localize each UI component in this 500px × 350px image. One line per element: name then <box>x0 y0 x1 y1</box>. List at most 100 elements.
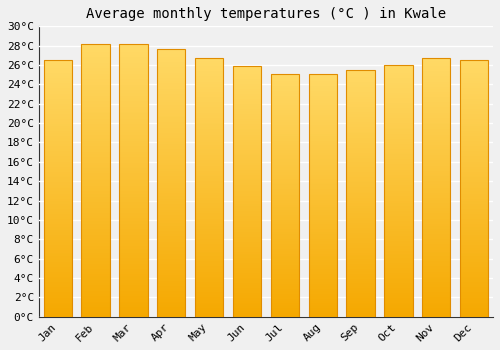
Bar <box>119 238 148 239</box>
Bar <box>384 99 412 100</box>
Bar <box>233 229 261 230</box>
Bar <box>422 93 450 95</box>
Bar <box>346 140 375 141</box>
Bar <box>119 111 148 112</box>
Bar <box>157 152 186 153</box>
Bar <box>119 201 148 202</box>
Bar <box>308 232 337 233</box>
Bar <box>195 63 224 65</box>
Bar <box>346 138 375 139</box>
Bar <box>119 227 148 228</box>
Bar <box>460 137 488 139</box>
Bar <box>119 171 148 172</box>
Bar <box>119 67 148 68</box>
Bar <box>422 146 450 147</box>
Bar <box>384 89 412 90</box>
Bar <box>460 130 488 131</box>
Bar <box>119 272 148 273</box>
Bar <box>460 153 488 154</box>
Bar <box>233 144 261 145</box>
Bar <box>119 193 148 194</box>
Bar <box>270 150 299 152</box>
Bar <box>422 189 450 190</box>
Bar <box>422 228 450 229</box>
Bar <box>82 154 110 156</box>
Bar <box>44 206 72 208</box>
Bar <box>422 141 450 142</box>
Bar <box>308 228 337 229</box>
Bar <box>44 176 72 177</box>
Bar <box>119 135 148 136</box>
Bar <box>157 183 186 184</box>
Bar <box>157 303 186 305</box>
Bar <box>195 91 224 92</box>
Bar <box>233 135 261 136</box>
Bar <box>119 248 148 250</box>
Bar <box>157 66 186 67</box>
Bar <box>119 124 148 126</box>
Bar <box>195 290 224 291</box>
Bar <box>119 116 148 118</box>
Bar <box>308 281 337 283</box>
Bar <box>384 152 412 153</box>
Bar <box>460 166 488 167</box>
Bar <box>195 313 224 314</box>
Bar <box>346 261 375 262</box>
Bar <box>308 251 337 252</box>
Bar <box>233 273 261 274</box>
Bar <box>384 219 412 220</box>
Bar <box>346 288 375 290</box>
Bar <box>195 85 224 87</box>
Bar <box>270 75 299 76</box>
Bar <box>270 98 299 99</box>
Bar <box>233 256 261 257</box>
Bar <box>270 91 299 92</box>
Bar <box>346 244 375 245</box>
Bar <box>82 94 110 96</box>
Bar <box>270 188 299 189</box>
Bar <box>460 196 488 197</box>
Bar <box>346 82 375 83</box>
Bar <box>195 274 224 275</box>
Bar <box>308 296 337 297</box>
Bar <box>460 246 488 247</box>
Bar <box>44 281 72 282</box>
Bar <box>384 297 412 298</box>
Bar <box>44 85 72 86</box>
Bar <box>384 288 412 289</box>
Bar <box>384 239 412 240</box>
Bar <box>233 129 261 130</box>
Bar <box>82 65 110 67</box>
Bar <box>384 129 412 131</box>
Bar <box>82 194 110 195</box>
Bar <box>119 306 148 307</box>
Bar <box>195 215 224 216</box>
Bar <box>233 81 261 82</box>
Bar <box>384 229 412 230</box>
Bar <box>82 59 110 60</box>
Bar <box>460 116 488 117</box>
Bar <box>270 186 299 187</box>
Bar <box>233 316 261 317</box>
Bar <box>82 254 110 256</box>
Bar <box>82 127 110 128</box>
Bar <box>44 112 72 113</box>
Bar <box>384 122 412 123</box>
Bar <box>384 231 412 232</box>
Bar <box>233 188 261 189</box>
Bar <box>195 147 224 149</box>
Bar <box>346 87 375 89</box>
Bar <box>233 274 261 275</box>
Bar <box>308 266 337 267</box>
Bar <box>233 213 261 214</box>
Bar <box>119 188 148 190</box>
Bar <box>44 257 72 258</box>
Bar <box>157 107 186 109</box>
Bar <box>233 119 261 120</box>
Bar <box>460 285 488 286</box>
Bar <box>270 170 299 171</box>
Bar <box>422 274 450 275</box>
Bar <box>346 202 375 203</box>
Bar <box>308 76 337 77</box>
Bar <box>346 282 375 284</box>
